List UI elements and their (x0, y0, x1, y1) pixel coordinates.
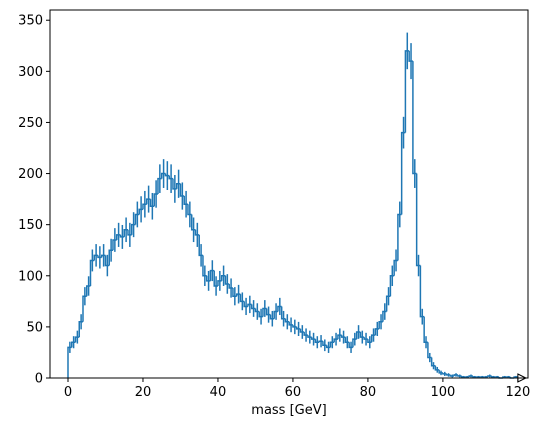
y-tick-label: 100 (18, 269, 43, 284)
y-tick-label: 300 (18, 65, 43, 80)
y-tick-label: 350 (18, 14, 43, 29)
histogram-step (415, 173, 421, 267)
histogram-step (412, 61, 417, 175)
y-tick-label: 150 (18, 218, 43, 233)
y-tick-label: 0 (35, 372, 43, 387)
y-tick-label: 250 (18, 116, 43, 131)
x-tick-label: 40 (210, 385, 227, 400)
x-tick-label: 80 (360, 385, 377, 400)
y-tick-label: 200 (18, 167, 43, 182)
plot-frame (49, 9, 529, 379)
y-tick-label: 50 (26, 320, 43, 335)
x-tick-label: 20 (135, 385, 152, 400)
x-axis-label: mass [GeV] (251, 403, 326, 418)
x-tick-label: 120 (505, 385, 530, 400)
x-tick-label: 0 (64, 385, 72, 400)
x-tick-label: 60 (285, 385, 302, 400)
x-tick-label: 100 (430, 385, 455, 400)
